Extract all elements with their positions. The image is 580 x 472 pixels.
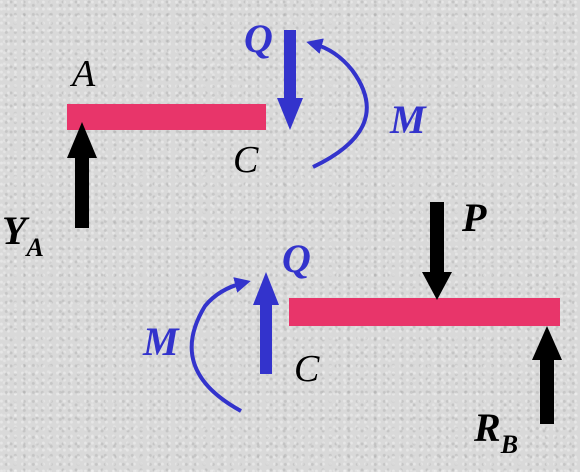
label-shear-q-upper: Q — [244, 16, 273, 61]
beam-right-segment — [289, 298, 560, 326]
shear-force-q-lower-arrow — [253, 272, 279, 374]
label-moment-m-upper: M — [389, 97, 427, 142]
label-load-p: P — [461, 195, 487, 240]
load-p-arrow — [422, 202, 452, 300]
label-point-c-lower: C — [294, 348, 320, 390]
label-point-c-upper: C — [233, 139, 259, 181]
label-moment-m-lower: M — [142, 319, 180, 364]
moment-m-upper-arc — [306, 38, 369, 169]
label-reaction-rb: RB — [473, 405, 518, 459]
label-reaction-ya: YA — [2, 208, 44, 262]
reaction-ya-arrow — [67, 122, 97, 228]
reaction-rb-arrow — [532, 326, 562, 424]
label-point-a: A — [69, 53, 96, 95]
label-shear-q-lower: Q — [282, 236, 311, 281]
beam-left-segment — [67, 104, 266, 130]
shear-force-q-upper-arrow — [277, 30, 303, 130]
moment-m-lower-arc — [189, 277, 251, 413]
